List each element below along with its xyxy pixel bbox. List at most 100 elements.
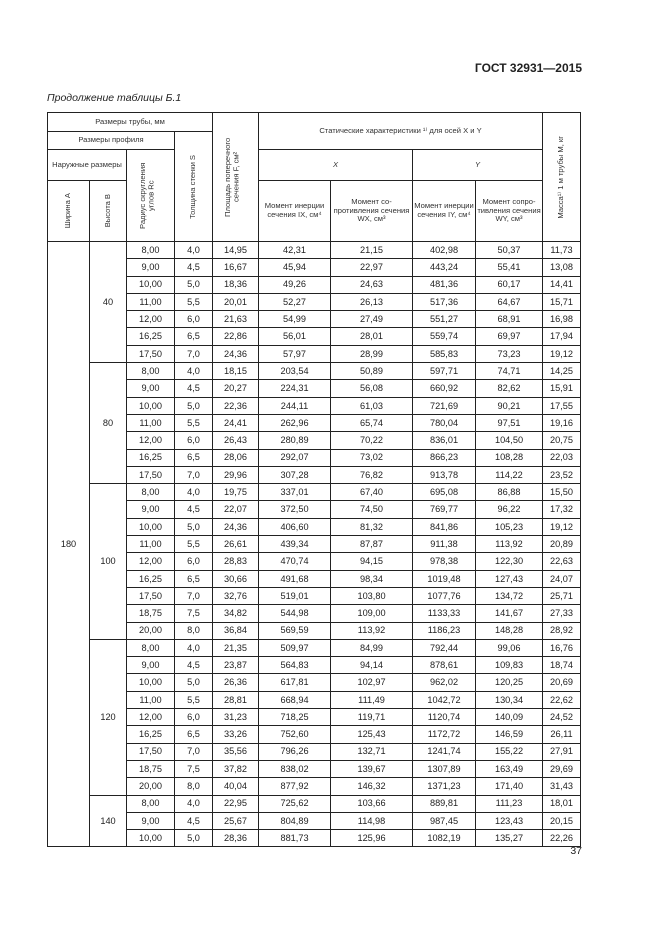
cell-moment-inertia-x: 292,07 <box>258 448 332 467</box>
cell-moment-inertia-x: 57,97 <box>258 344 332 364</box>
cell-height-b: 40 <box>89 240 127 364</box>
table-row: 100 8,00 4,0 19,75 337,01 67,40 695,08 86,88 15,… <box>48 483 582 640</box>
cell-section-modulus-x: 119,71 <box>330 708 414 727</box>
cell-section-modulus-x: 61,03 <box>330 396 414 415</box>
cell-wall-thickness: 7,0 <box>173 344 214 364</box>
cell-mass: 17,94 <box>542 327 582 346</box>
table-row: 10,00 5,0 22,36 244,11 61,03 721,69 90,21 17,55 <box>48 396 582 415</box>
cell-moment-inertia-y: 721,69 <box>412 396 477 415</box>
cell-radius: 10,00 <box>126 275 175 294</box>
table-row: 10,00 5,0 26,36 617,81 102,97 962,02 120,25 20,… <box>48 673 582 692</box>
cell-wall-thickness: 6,0 <box>173 431 214 450</box>
table-row: 17,50 7,0 32,76 519,01 103,80 1077,76 134,72 25… <box>48 586 582 606</box>
cell-wall-thickness: 5,0 <box>173 396 214 415</box>
cell-section-modulus-x: 56,08 <box>330 379 414 398</box>
table-body: 180 40 8,00 4,0 14,95 42,31 21,15 402,98 50,37 11… <box>47 240 582 848</box>
table-row: 17,50 7,0 24,36 57,97 28,99 585,83 73,23 19,12 <box>48 344 582 364</box>
cell-section-modulus-x: 102,97 <box>330 673 414 692</box>
cell-moment-inertia-x: 752,60 <box>258 725 332 744</box>
cell-mass: 28,92 <box>542 621 582 640</box>
cell-moment-inertia-x: 509,97 <box>258 638 332 658</box>
cell-moment-inertia-x: 45,94 <box>258 258 332 277</box>
cell-mass: 22,26 <box>542 829 582 848</box>
cell-section-modulus-x: 76,82 <box>330 465 414 485</box>
cell-area: 21,63 <box>212 310 260 329</box>
cell-moment-inertia-x: 439,34 <box>258 535 332 554</box>
cell-moment-inertia-x: 244,11 <box>258 396 332 415</box>
cell-radius: 17,50 <box>126 465 175 485</box>
cell-moment-inertia-x: 881,73 <box>258 829 332 848</box>
cell-moment-inertia-y: 1082,19 <box>412 829 477 848</box>
cell-mass: 26,11 <box>542 725 582 744</box>
cell-section-modulus-y: 163,49 <box>475 759 544 779</box>
cell-moment-inertia-y: 769,77 <box>412 500 477 519</box>
cell-section-modulus-x: 65,74 <box>330 413 414 433</box>
cell-area: 28,06 <box>212 448 260 467</box>
cell-moment-inertia-y: 866,23 <box>412 448 477 467</box>
data-table: Размеры трубы, мм Площадь поперечного се… <box>46 112 582 848</box>
cell-radius: 12,00 <box>126 708 175 727</box>
cell-section-modulus-x: 114,98 <box>330 811 414 831</box>
cell-wall-thickness: 7,0 <box>173 586 214 606</box>
cell-moment-inertia-y: 517,36 <box>412 292 477 312</box>
cell-radius: 16,25 <box>126 569 175 588</box>
cell-moment-inertia-y: 962,02 <box>412 673 477 692</box>
header-wx: Момент со-противления сечения WX, см³ <box>330 180 414 242</box>
cell-section-modulus-x: 87,87 <box>330 535 414 554</box>
cell-wall-thickness: 7,5 <box>173 759 214 779</box>
cell-section-modulus-y: 130,34 <box>475 690 544 710</box>
cell-height-b: 140 <box>89 794 127 848</box>
cell-wall-thickness: 6,5 <box>173 725 214 744</box>
cell-moment-inertia-x: 491,68 <box>258 569 332 588</box>
cell-moment-inertia-x: 224,31 <box>258 379 332 398</box>
cell-moment-inertia-x: 372,50 <box>258 500 332 519</box>
cell-area: 21,35 <box>212 638 260 658</box>
cell-moment-inertia-x: 406,60 <box>258 517 332 537</box>
table-row: 120 8,00 4,0 21,35 509,97 84,99 792,44 99,06 16,… <box>48 638 582 796</box>
table-row: 9,00 4,5 25,67 804,89 114,98 987,45 123,43 20,1… <box>48 811 582 831</box>
table-row: 18,75 7,5 37,82 838,02 139,67 1307,89 163,49 29… <box>48 759 582 779</box>
cell-area: 24,41 <box>212 413 260 433</box>
cell-area: 32,76 <box>212 586 260 606</box>
cell-moment-inertia-y: 660,92 <box>412 379 477 398</box>
cell-section-modulus-y: 64,67 <box>475 292 544 312</box>
table-row: 10,00 5,0 18,36 49,26 24,63 481,36 60,17 14,41 <box>48 275 582 294</box>
cell-section-modulus-x: 81,32 <box>330 517 414 537</box>
cell-area: 24,36 <box>212 517 260 537</box>
cell-area: 22,95 <box>212 794 260 813</box>
cell-moment-inertia-y: 1186,23 <box>412 621 477 640</box>
cell-radius: 9,00 <box>126 500 175 519</box>
cell-section-modulus-y: 86,88 <box>475 483 544 502</box>
cell-section-modulus-x: 67,40 <box>330 483 414 502</box>
cell-wall-thickness: 8,0 <box>173 621 214 640</box>
cell-radius: 8,00 <box>126 240 175 260</box>
cell-moment-inertia-x: 804,89 <box>258 811 332 831</box>
cell-area: 28,81 <box>212 690 260 710</box>
table-row: 80 8,00 4,0 18,15 203,54 50,89 597,71 74,71 14,2… <box>48 362 582 485</box>
cell-section-modulus-x: 28,99 <box>330 344 414 364</box>
cell-wall-thickness: 5,5 <box>173 292 214 312</box>
cell-moment-inertia-x: 725,62 <box>258 794 332 813</box>
table-row: 17,50 7,0 35,56 796,26 132,71 1241,74 155,22 27… <box>48 742 582 761</box>
cell-radius: 18,75 <box>126 759 175 779</box>
cell-moment-inertia-y: 1120,74 <box>412 708 477 727</box>
cell-moment-inertia-x: 877,92 <box>258 777 332 796</box>
table-row: 17,50 7,0 29,96 307,28 76,82 913,78 114,22 23,5… <box>48 465 582 485</box>
header-width-a: Ширина А <box>47 180 90 242</box>
cell-radius: 17,50 <box>126 586 175 606</box>
cell-section-modulus-y: 68,91 <box>475 310 544 329</box>
cell-section-modulus-y: 82,62 <box>475 379 544 398</box>
cell-wall-thickness: 5,5 <box>173 413 214 433</box>
cell-moment-inertia-y: 780,04 <box>412 413 477 433</box>
cell-moment-inertia-x: 796,26 <box>258 742 332 761</box>
header-static: Статические характеристики ¹⁾ для осей X… <box>258 112 544 150</box>
cell-area: 16,67 <box>212 258 260 277</box>
cell-moment-inertia-y: 1077,76 <box>412 586 477 606</box>
table-row: 16,25 6,5 22,86 56,01 28,01 559,74 69,97 17,94 <box>48 327 582 346</box>
table-row: 11,00 5,5 24,41 262,96 65,74 780,04 97,51 19,16 <box>48 413 582 433</box>
cell-radius: 12,00 <box>126 552 175 571</box>
cell-section-modulus-y: 74,71 <box>475 362 544 381</box>
cell-wall-thickness: 5,0 <box>173 517 214 537</box>
cell-wall-thickness: 7,5 <box>173 604 214 623</box>
cell-area: 36,84 <box>212 621 260 640</box>
